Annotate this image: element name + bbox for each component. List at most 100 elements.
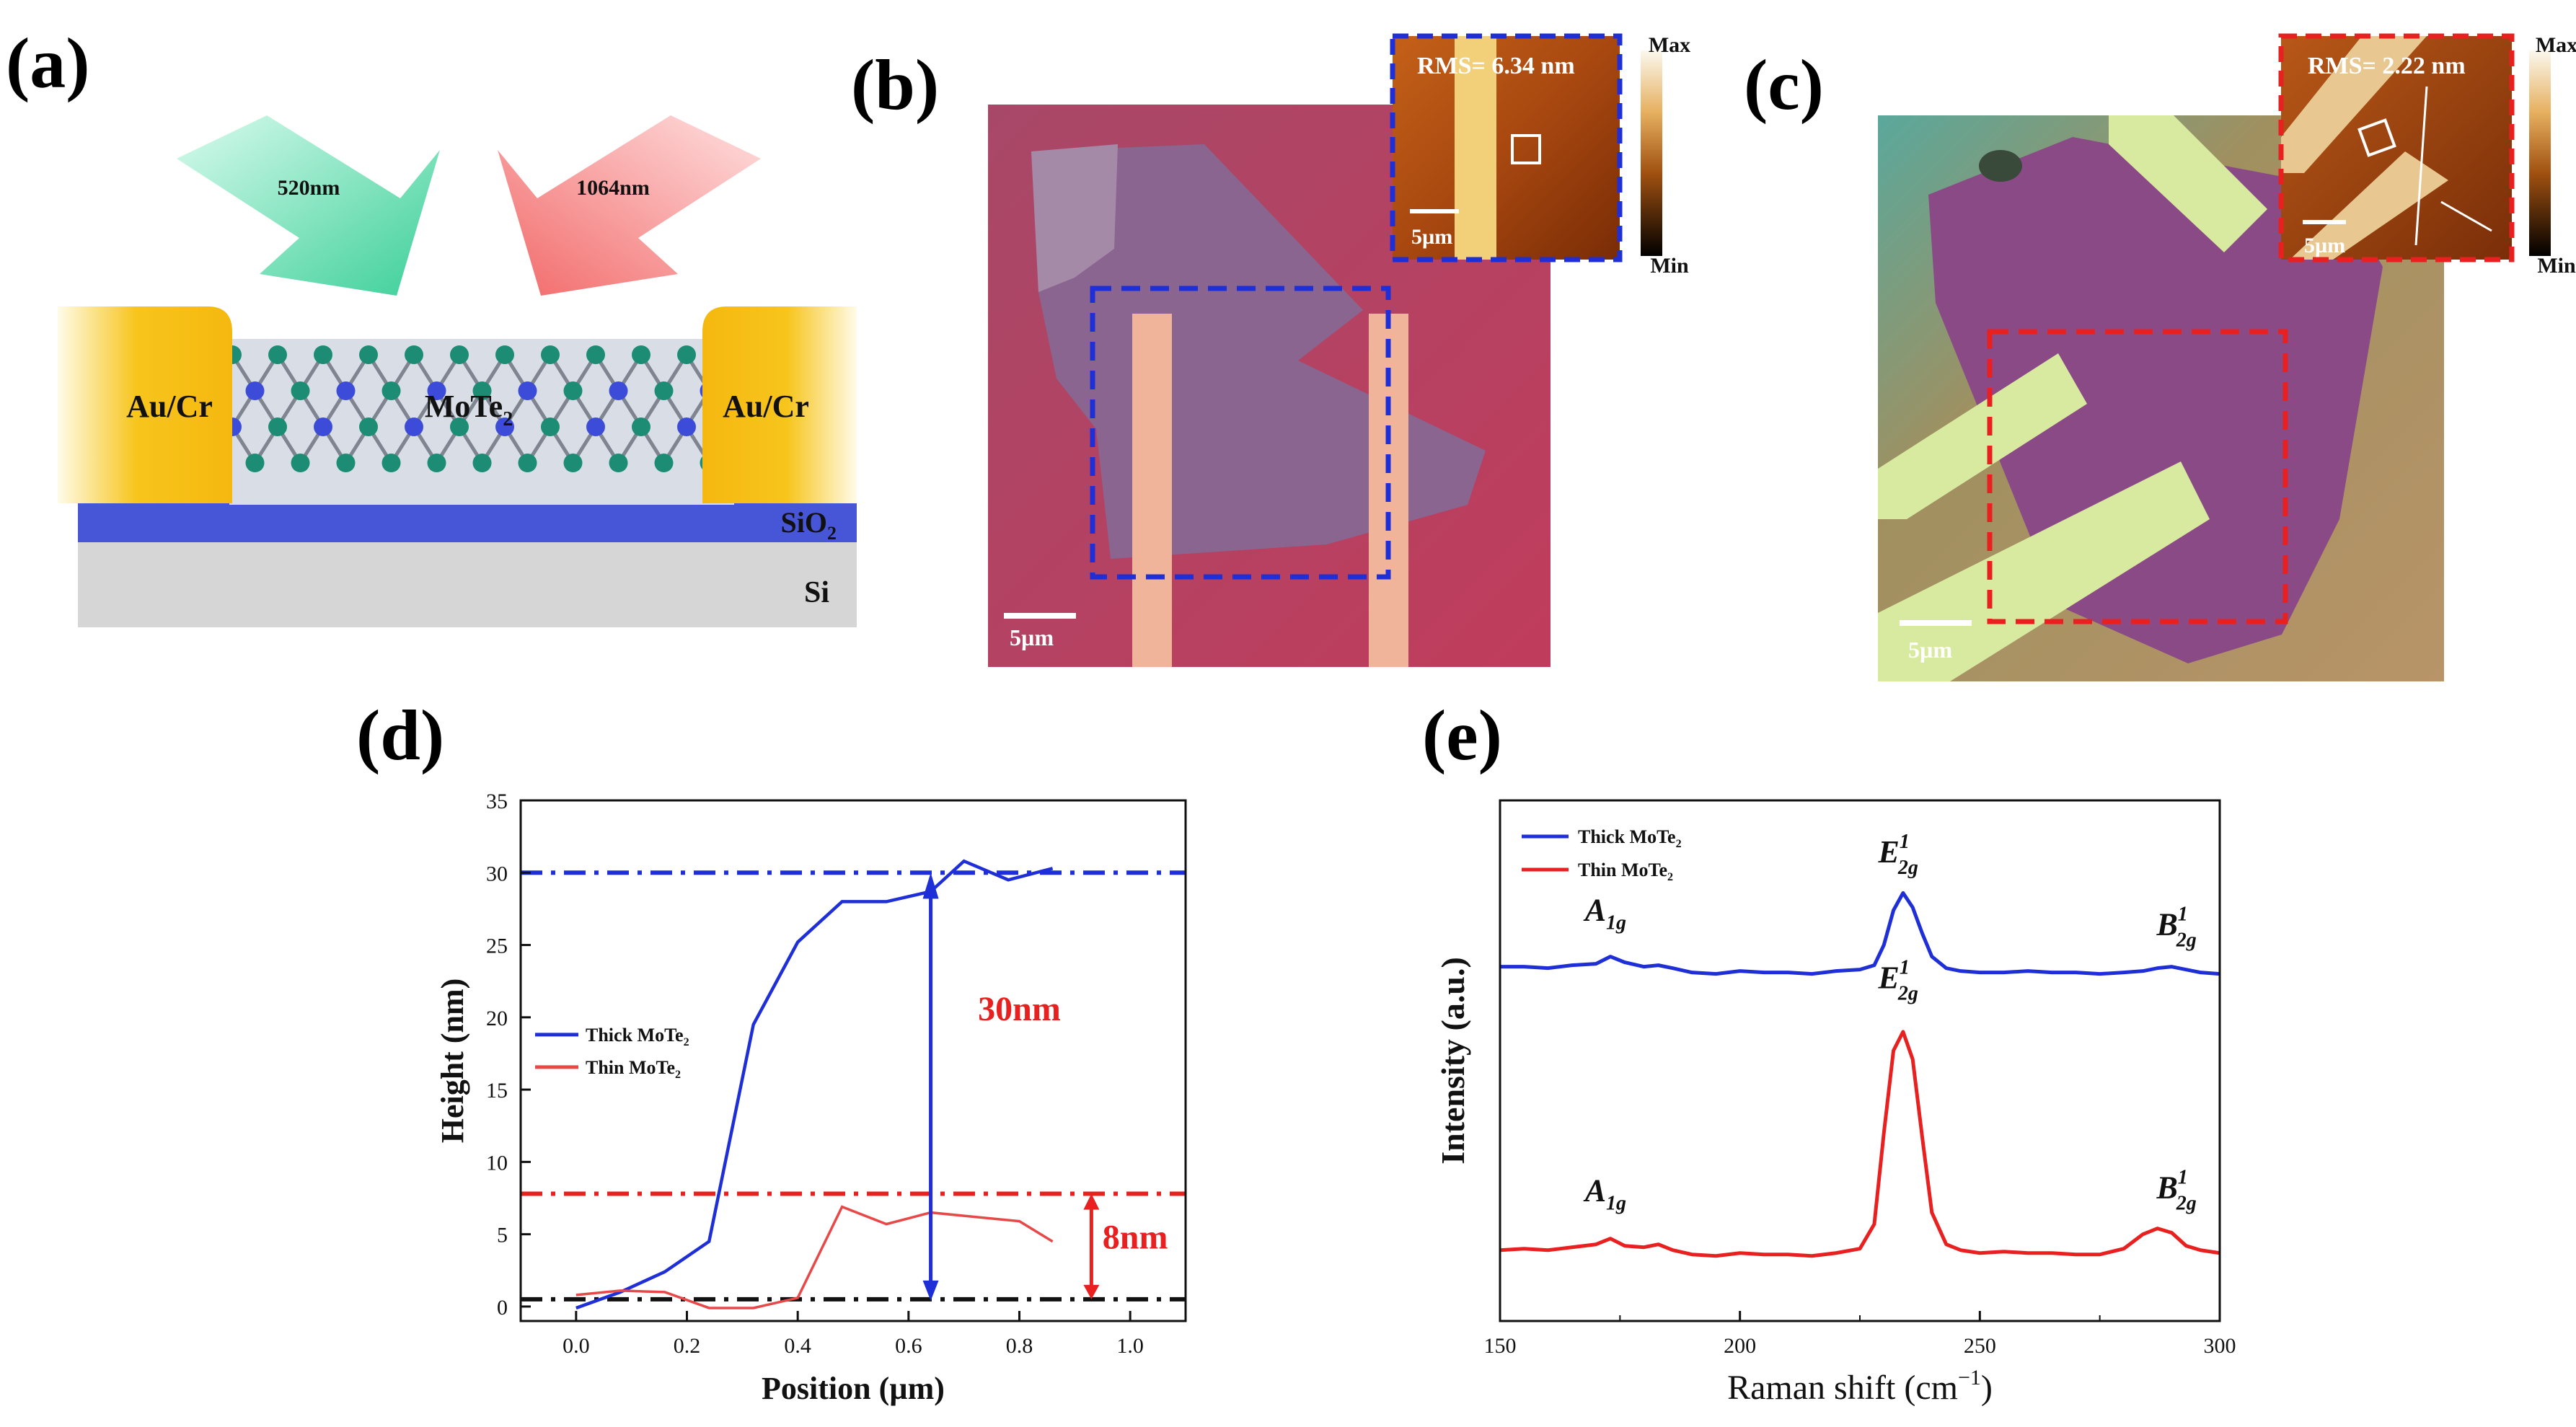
- oxide-label: SiO2: [781, 506, 837, 544]
- x-axis-title: Position (µm): [762, 1371, 945, 1406]
- te-atom: [268, 418, 287, 436]
- te-atom: [472, 381, 492, 400]
- te-atom: [654, 454, 674, 472]
- colorbar-max-c: Max: [2536, 33, 2576, 57]
- y-tick-label: 25: [486, 935, 508, 958]
- te-atom: [677, 345, 696, 364]
- te-atom: [336, 454, 356, 472]
- te-atom: [632, 345, 650, 364]
- afm-border-b: [1390, 33, 1623, 262]
- mo-atom: [495, 418, 514, 436]
- scale-bar-c: [1900, 620, 1972, 626]
- particle-c: [1979, 150, 2022, 182]
- x-tick-label: 250: [1964, 1334, 1996, 1358]
- te-atom: [654, 381, 674, 400]
- te-atom: [291, 454, 310, 472]
- afm-roi-b: [1511, 134, 1541, 164]
- te-atom: [381, 381, 401, 400]
- te-atom: [450, 345, 469, 364]
- te-atom: [495, 345, 514, 364]
- te-atom: [314, 345, 332, 364]
- te-atom: [450, 418, 469, 436]
- plot-frame: [519, 799, 1187, 1322]
- te-atom: [405, 345, 423, 364]
- flake-thin-b: [1031, 144, 1118, 292]
- arrow-label-1064: 1064nm: [576, 176, 650, 200]
- te-atom: [291, 381, 310, 400]
- mo-atom: [586, 418, 605, 436]
- te-atom: [586, 345, 605, 364]
- x-tick-label: 0.2: [674, 1334, 701, 1358]
- legend-label-thin: Thin MoTe2: [586, 1057, 681, 1081]
- mo-atom: [518, 381, 537, 400]
- te-atom: [541, 418, 560, 436]
- mo-atom: [609, 381, 628, 400]
- material-label-sub: 2: [503, 408, 513, 430]
- te-atom: [563, 381, 583, 400]
- mo-atom: [245, 381, 265, 400]
- x-tick-label: 200: [1724, 1334, 1756, 1358]
- colorbar-min-c: Min: [2537, 254, 2576, 274]
- panel-label-c: (c): [1744, 45, 1824, 125]
- y-tick-label: 15: [486, 1079, 508, 1103]
- x-tick-label: 300: [2204, 1334, 2236, 1358]
- peak-label-b2g-thin: B1 2g: [2156, 1167, 2196, 1215]
- x-tick-label: 150: [1484, 1334, 1517, 1358]
- series-line-thick: [575, 859, 1054, 1310]
- afm-scale-bar-b: [1410, 209, 1459, 213]
- au-cr-contact-left: [58, 306, 232, 503]
- scale-text-c: 5µm: [1908, 637, 1952, 663]
- afm-border-c: [2278, 33, 2515, 262]
- afm-electrode-top-c: [2281, 36, 2427, 173]
- y-axis-title: Intensity (a.u.): [1434, 957, 1471, 1165]
- x-axis-title: Raman shift (cm−1): [1727, 1366, 1993, 1407]
- device-schematic: 520nm 1064nm Au/Cr Au/Cr MoTe2 SiO2 Si: [58, 115, 857, 627]
- legend-label-thin: Thin MoTe2: [1578, 860, 1673, 883]
- oxide-label-sub: 2: [827, 523, 837, 544]
- material-label-main: MoTe: [425, 389, 503, 424]
- x-tick-label: 0.0: [563, 1334, 590, 1358]
- arrow-label-520: 520nm: [278, 176, 340, 200]
- green-light-arrow: [177, 115, 440, 296]
- peak-label-a1g-thin: A1g: [1583, 1173, 1626, 1215]
- au-cr-contact-right: [702, 306, 857, 503]
- colorbar-b: [1641, 50, 1662, 256]
- raman-series-thick: [1500, 891, 2220, 976]
- electrode-left-b: [1132, 314, 1172, 667]
- te-atom: [245, 454, 265, 472]
- peak-label-b2g-thick: B1 2g: [2156, 904, 2196, 952]
- afm-electrode-b: [1455, 36, 1496, 260]
- mo-atom: [336, 381, 356, 400]
- scale-text-b: 5µm: [1010, 624, 1054, 650]
- colorbar-min-b: Min: [1650, 254, 1689, 274]
- x-tick-label: 0.4: [784, 1334, 811, 1358]
- te-atom: [268, 345, 287, 364]
- contact-label-left: Au/Cr: [126, 389, 213, 424]
- afm-map-b: [1393, 36, 1620, 260]
- electrode-low-c: [1878, 461, 2210, 681]
- y-tick-label: 20: [486, 1007, 508, 1030]
- te-atom: [472, 454, 492, 472]
- y-tick-label: 10: [486, 1151, 508, 1175]
- afm-roi-c: [2357, 118, 2396, 157]
- height-profile-chart: 30nm 8nm Thick MoTe2 Thin MoTe2 0.0 0.2 0.4 0.6…: [435, 790, 1187, 1406]
- colorbar-max-b: Max: [1649, 33, 1690, 57]
- selection-box-c: [1987, 329, 2288, 624]
- sio2-layer: [78, 503, 857, 542]
- afm-scale-text-b: 5µm: [1411, 225, 1452, 249]
- afm-inset-c: RMS= 2.22 nm 5µm Max Min: [2278, 33, 2576, 274]
- electrode-mid-c: [1878, 353, 2087, 519]
- panel-label-a: (a): [6, 23, 90, 103]
- arrow-8nm-head-bottom: [1083, 1284, 1100, 1299]
- electrode-top-c: [2109, 115, 2267, 252]
- te-atom: [632, 418, 650, 436]
- mo-atom: [314, 418, 332, 436]
- series-line-thin: [575, 1205, 1054, 1309]
- raman-chart: A1g E1 2g B1 2g A1g E1 2g B1 2g Thick MoTe2 Thin Mo…: [1434, 799, 2236, 1407]
- y-tick-label: 0: [497, 1296, 508, 1320]
- legend-label-thick: Thick MoTe2: [586, 1025, 689, 1048]
- oxide-label-main: SiO: [781, 506, 827, 539]
- raman-series-thin: [1499, 1030, 2220, 1258]
- afm-scale-text-c: 5µm: [2304, 234, 2345, 257]
- x-tick-label: 0.6: [895, 1334, 922, 1358]
